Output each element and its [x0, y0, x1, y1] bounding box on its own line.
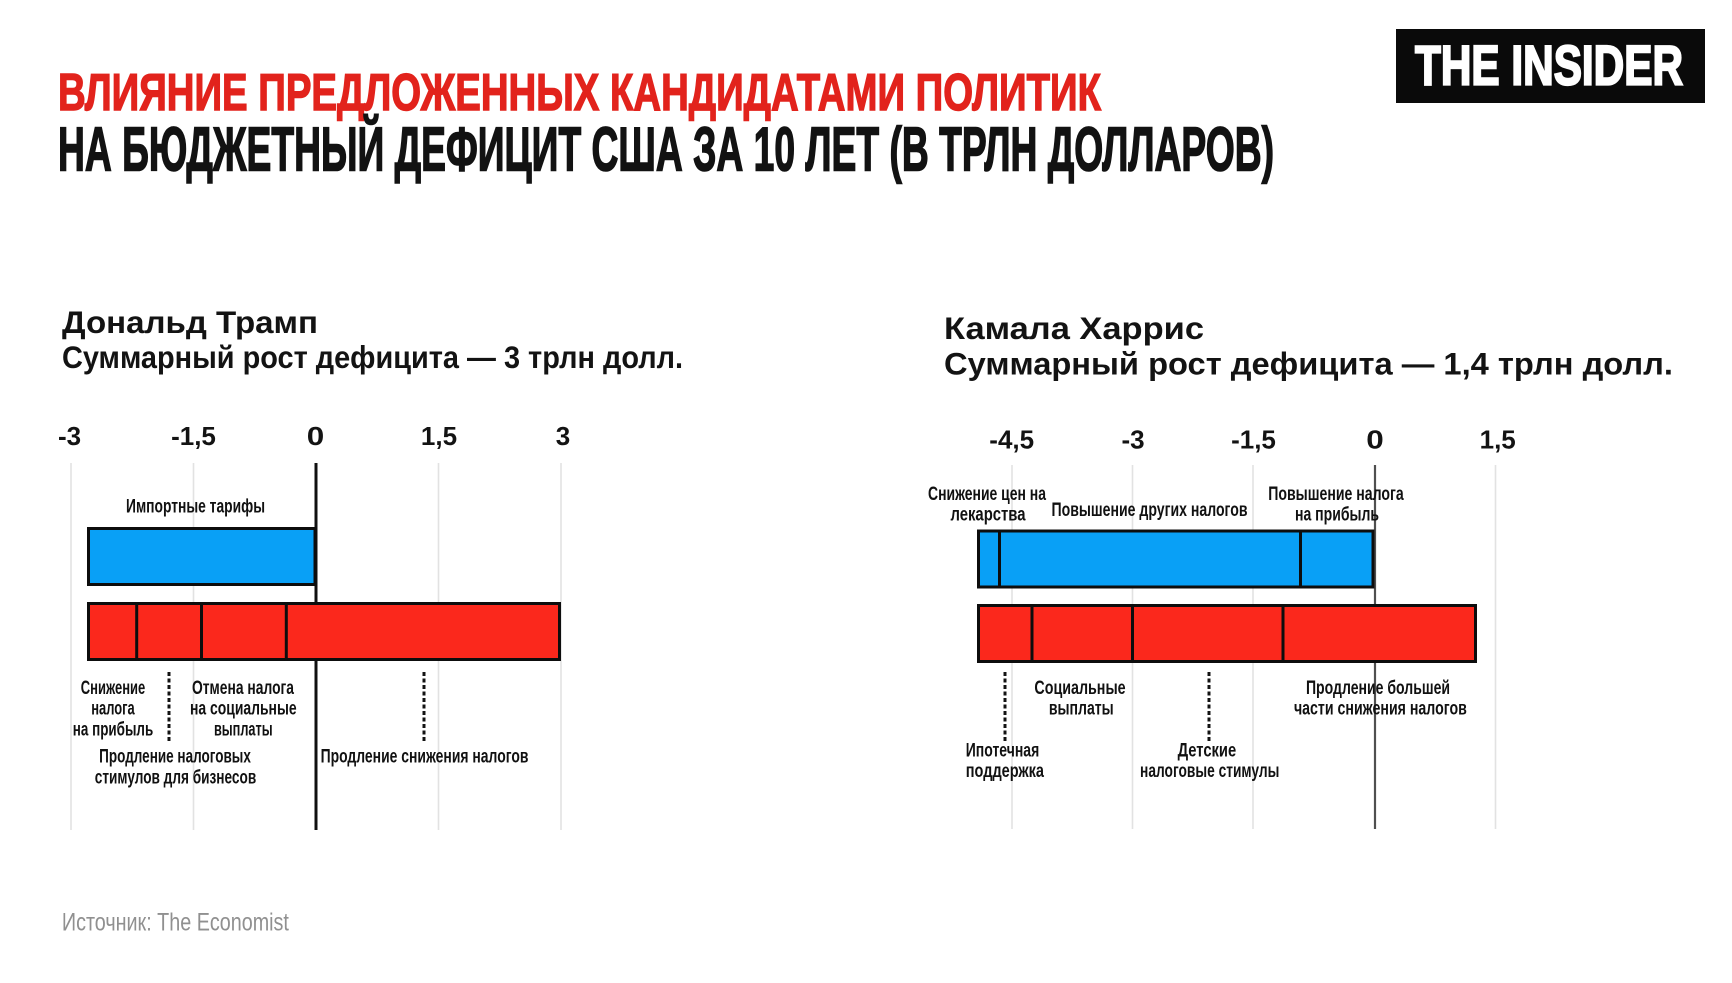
svg-text:на прибыль: на прибыль	[1295, 505, 1379, 526]
svg-text:Дональд Трамп: Дональд Трамп	[62, 304, 318, 340]
svg-text:лекарства: лекарства	[951, 505, 1026, 526]
svg-text:Социальные: Социальные	[1034, 678, 1125, 699]
svg-text:Ипотечная: Ипотечная	[966, 740, 1040, 761]
svg-text:Повышение других налогов: Повышение других налогов	[1052, 500, 1248, 521]
svg-text:THE INSIDER: THE INSIDER	[1415, 34, 1683, 97]
svg-text:Продление снижения налогов: Продление снижения налогов	[321, 747, 529, 768]
svg-text:Повышение налога: Повышение налога	[1268, 484, 1404, 505]
svg-text:поддержка: поддержка	[966, 761, 1045, 782]
svg-text:Источник: The Economist: Источник: The Economist	[62, 909, 289, 937]
svg-text:0: 0	[1366, 425, 1384, 455]
svg-text:на прибыль: на прибыль	[73, 719, 153, 740]
svg-text:Суммарный рост дефицита — 1,4: Суммарный рост дефицита — 1,4 трлн долл.	[944, 346, 1673, 382]
svg-text:3: 3	[556, 421, 570, 451]
svg-text:налога: налога	[91, 699, 135, 720]
svg-text:1,5: 1,5	[421, 421, 457, 451]
svg-text:-3: -3	[58, 421, 81, 451]
svg-text:Отмена налога: Отмена налога	[192, 678, 294, 699]
svg-text:1,5: 1,5	[1480, 425, 1516, 455]
svg-text:Продление большей: Продление большей	[1306, 678, 1450, 699]
svg-text:-1,5: -1,5	[1231, 425, 1276, 455]
svg-text:ВЛИЯНИЕ ПРЕДЛОЖЕННЫХ КАНДИДАТА: ВЛИЯНИЕ ПРЕДЛОЖЕННЫХ КАНДИДАТАМИ ПОЛИТИК	[58, 64, 1101, 122]
svg-text:НА БЮДЖЕТНЫЙ ДЕФИЦИТ США ЗА 10: НА БЮДЖЕТНЫЙ ДЕФИЦИТ США ЗА 10 ЛЕТ (В ТР…	[58, 114, 1274, 184]
svg-text:0: 0	[307, 421, 325, 451]
svg-text:Камала Харрис: Камала Харрис	[944, 310, 1204, 346]
svg-text:Снижение цен на: Снижение цен на	[928, 484, 1046, 505]
svg-text:Импортные тарифы: Импортные тарифы	[126, 497, 265, 518]
svg-text:части снижения налогов: части снижения налогов	[1294, 698, 1467, 719]
svg-text:-1,5: -1,5	[171, 421, 216, 451]
svg-text:Суммарный рост дефицита — 3 тр: Суммарный рост дефицита — 3 трлн долл.	[62, 339, 683, 375]
svg-text:-3: -3	[1121, 425, 1144, 455]
svg-text:налоговые стимулы: налоговые стимулы	[1140, 761, 1279, 782]
svg-text:Продление налоговых: Продление налоговых	[99, 747, 251, 768]
svg-text:Снижение: Снижение	[81, 678, 146, 699]
svg-text:выплаты: выплаты	[214, 719, 273, 740]
svg-text:на социальные: на социальные	[190, 699, 297, 720]
svg-text:-4,5: -4,5	[989, 425, 1034, 455]
svg-text:Детские: Детские	[1178, 740, 1237, 761]
svg-text:выплаты: выплаты	[1049, 698, 1114, 719]
svg-text:стимулов для бизнесов: стимулов для бизнесов	[95, 767, 256, 788]
